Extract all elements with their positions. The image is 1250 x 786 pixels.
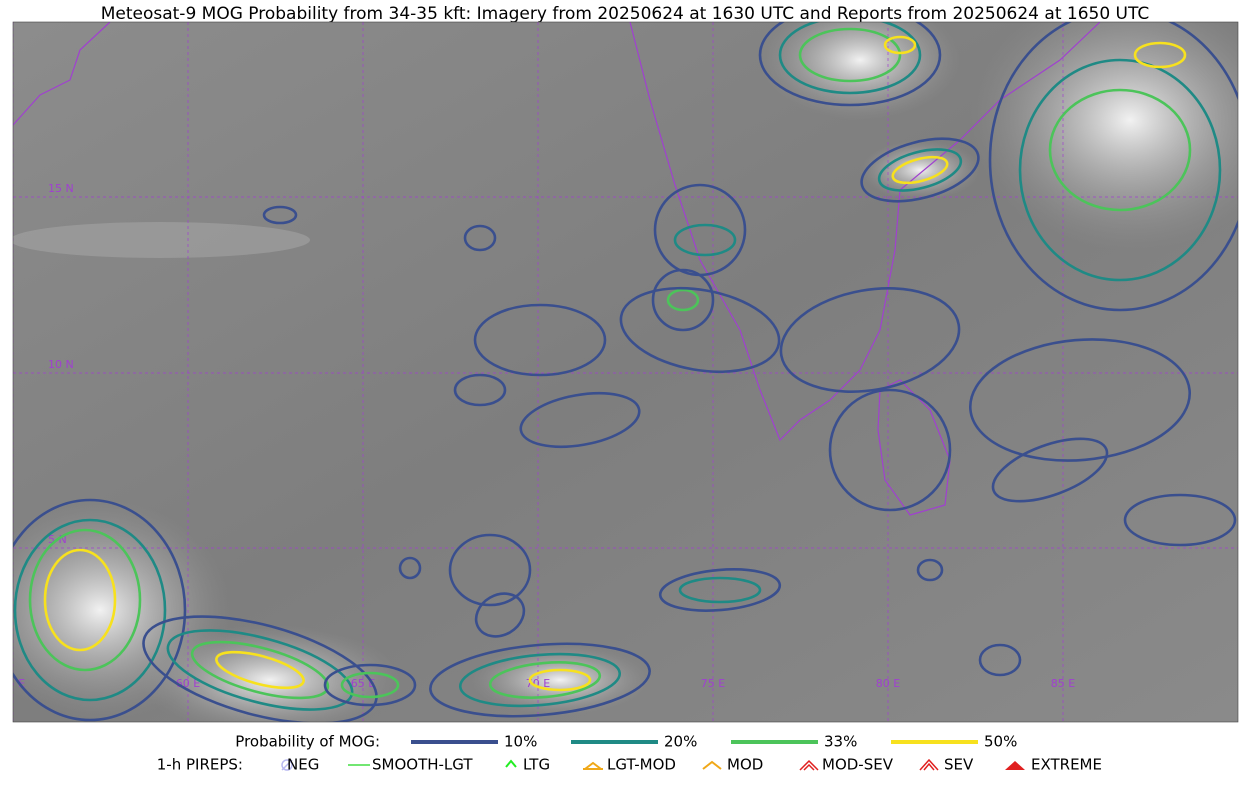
contour bbox=[779, 287, 961, 393]
contour bbox=[13, 498, 187, 722]
contour bbox=[678, 576, 762, 604]
pirep-icon bbox=[702, 760, 722, 770]
contour bbox=[1048, 88, 1192, 212]
legend-label: EXTREME bbox=[1031, 756, 1102, 774]
lon-label: 85 E bbox=[1051, 677, 1075, 690]
contour bbox=[1133, 41, 1187, 69]
legend-label: SMOOTH-LGT bbox=[372, 756, 473, 774]
contour bbox=[142, 615, 378, 722]
legend-label: SEV bbox=[944, 756, 974, 774]
map: 15 N10 N5 N55 E 60 E 65 E 70 E 75 E 80 E 85 E bbox=[13, 22, 1238, 722]
contour bbox=[215, 650, 305, 690]
lon-label: 70 E bbox=[526, 677, 550, 690]
contour bbox=[891, 155, 949, 185]
lat-label: 15 N bbox=[48, 182, 74, 195]
cloud bbox=[970, 22, 1238, 250]
contour bbox=[666, 288, 700, 312]
map-frame bbox=[12, 21, 1239, 723]
cloud bbox=[760, 22, 960, 120]
contour bbox=[323, 663, 417, 707]
pirep-symbol bbox=[923, 762, 935, 771]
legend-label: LTG bbox=[523, 756, 550, 774]
contour bbox=[473, 303, 607, 377]
lon-label: 80 E bbox=[876, 677, 900, 690]
contour bbox=[528, 668, 592, 692]
contour bbox=[968, 338, 1192, 462]
pirep-icon bbox=[1005, 761, 1025, 770]
legend-label: 50% bbox=[984, 733, 1017, 751]
cloud bbox=[860, 140, 980, 200]
pirep-icon bbox=[281, 759, 293, 771]
pirep-icon bbox=[799, 759, 819, 771]
contour bbox=[463, 224, 497, 252]
legend-label: MOD bbox=[727, 756, 763, 774]
contour bbox=[340, 671, 400, 699]
pirep-symbol bbox=[803, 763, 815, 771]
contour bbox=[658, 568, 782, 612]
contour bbox=[988, 22, 1238, 312]
title: Meteosat-9 MOG Probability from 34-35 kf… bbox=[101, 4, 1150, 24]
cloud bbox=[13, 222, 310, 258]
contour bbox=[758, 22, 942, 107]
contour bbox=[619, 286, 781, 374]
legend-title: 1-h PIREPS: bbox=[157, 756, 243, 774]
lon-label: 75 E bbox=[701, 677, 725, 690]
contour bbox=[991, 437, 1109, 503]
contour bbox=[13, 518, 167, 702]
contours bbox=[13, 22, 1238, 722]
contour bbox=[1123, 493, 1237, 547]
contour bbox=[916, 558, 944, 582]
contour bbox=[673, 223, 737, 257]
legend-label: 33% bbox=[824, 733, 857, 751]
contour bbox=[453, 373, 507, 407]
legend: Probability of MOG: 10% 20% 33% 50% 1-h PIREP… bbox=[157, 733, 1102, 774]
pirep-symbol bbox=[281, 759, 293, 771]
pirep-symbol bbox=[584, 761, 602, 770]
contour bbox=[828, 388, 952, 512]
legend-label: MOD-SEV bbox=[822, 756, 894, 774]
pirep-icon bbox=[583, 761, 603, 770]
coastline bbox=[877, 379, 951, 516]
contour bbox=[877, 148, 963, 192]
contour bbox=[883, 35, 917, 55]
contour bbox=[488, 661, 602, 699]
pirep-symbol bbox=[702, 760, 722, 770]
contour bbox=[262, 205, 298, 225]
legend-label: LGT-MOD bbox=[607, 756, 676, 774]
contour bbox=[398, 556, 422, 580]
contour bbox=[429, 642, 651, 718]
pirep-icon bbox=[919, 758, 939, 771]
contour bbox=[43, 548, 117, 652]
legend-title: Probability of MOG: bbox=[235, 733, 380, 751]
contour bbox=[458, 652, 622, 708]
lat-label: 10 N bbox=[48, 358, 74, 371]
pirep-symbol bbox=[799, 759, 819, 771]
contour bbox=[978, 643, 1022, 677]
legend-label: NEG bbox=[287, 756, 319, 774]
contour bbox=[1018, 58, 1222, 282]
pirep-symbol bbox=[919, 758, 939, 771]
pirep-symbol bbox=[281, 759, 293, 771]
contour bbox=[448, 533, 532, 607]
pirep-symbol bbox=[1005, 761, 1025, 770]
contour bbox=[519, 391, 641, 449]
pirep-symbol bbox=[505, 759, 517, 768]
pirep-icon bbox=[505, 759, 517, 768]
contour bbox=[474, 592, 526, 638]
coastline bbox=[13, 22, 111, 126]
contour bbox=[860, 137, 980, 203]
contour bbox=[651, 268, 715, 332]
coastline bbox=[629, 22, 1101, 442]
legend-label: 20% bbox=[664, 733, 697, 751]
contour bbox=[778, 22, 922, 95]
contour bbox=[798, 27, 902, 83]
contour bbox=[190, 640, 330, 700]
contour bbox=[28, 528, 142, 672]
legend-label: 10% bbox=[504, 733, 537, 751]
